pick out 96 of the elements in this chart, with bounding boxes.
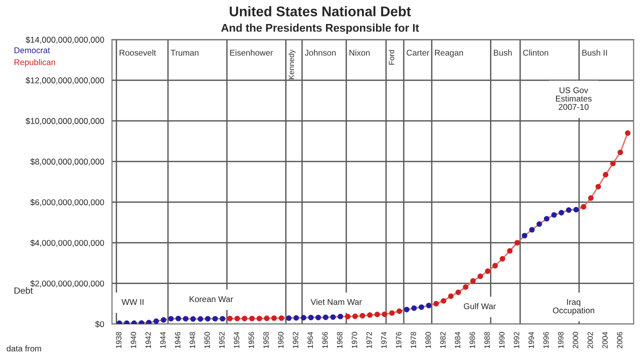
annotation: Viet Nam War	[310, 298, 362, 305]
point	[278, 315, 284, 321]
point	[426, 302, 432, 308]
point	[300, 314, 306, 320]
point	[595, 184, 602, 190]
point	[374, 312, 380, 318]
y-tick-label: $0	[95, 320, 104, 328]
point	[618, 150, 624, 156]
point	[602, 172, 608, 178]
text: data from	[6, 345, 42, 352]
point	[264, 316, 270, 322]
point	[566, 207, 572, 213]
point	[448, 293, 454, 299]
point	[507, 248, 513, 254]
y-tick-label: $2,000,000,000,000	[30, 280, 104, 288]
point	[484, 268, 491, 274]
point	[455, 290, 462, 296]
ref-line-label: Johnson	[304, 50, 336, 56]
point	[551, 212, 557, 218]
point	[322, 314, 328, 320]
point	[573, 206, 579, 212]
point	[190, 316, 196, 322]
ref-line-label: Nixon	[350, 50, 370, 56]
y-tick-label: $14,000,000,000,000	[26, 36, 104, 44]
point	[418, 304, 424, 310]
point	[440, 298, 446, 304]
point	[204, 316, 211, 322]
point	[558, 210, 564, 216]
point	[168, 316, 174, 322]
point	[330, 314, 336, 320]
y-tick-label: $6,000,000,000,000	[30, 198, 104, 206]
point	[396, 308, 402, 314]
point	[234, 316, 240, 322]
point	[389, 310, 395, 316]
point	[367, 312, 373, 318]
point	[478, 273, 484, 280]
point	[160, 317, 166, 323]
point	[212, 316, 218, 322]
point	[344, 314, 351, 320]
text: Democrat	[14, 47, 50, 54]
point	[500, 256, 506, 262]
point	[308, 314, 314, 320]
point	[338, 314, 344, 320]
point	[286, 315, 292, 321]
point	[220, 316, 226, 322]
point	[198, 316, 204, 322]
ref-line-label: Truman	[170, 50, 198, 56]
y-tick-label: $4,000,000,000,000	[30, 240, 104, 247]
ref-line-label: Bush	[494, 50, 512, 56]
chart-title: United States National Debt	[230, 6, 411, 16]
y-tick-label: $12,000,000,000,000	[26, 77, 104, 84]
annotation: WW II	[122, 299, 144, 305]
point	[382, 311, 388, 318]
point	[242, 316, 248, 322]
point	[360, 312, 366, 318]
point	[249, 316, 255, 322]
ref-line-label: Bush II	[582, 50, 607, 56]
point	[404, 306, 410, 312]
chart-subtitle: And the Presidents Responsible for It	[221, 24, 419, 34]
point	[316, 314, 322, 320]
annotation: Korean War	[190, 296, 234, 302]
point	[256, 316, 262, 322]
point	[610, 160, 616, 166]
point	[293, 315, 299, 321]
point	[514, 240, 520, 246]
point	[492, 262, 498, 268]
point	[176, 316, 182, 322]
y-tick-label: $10,000,000,000,000	[26, 118, 104, 125]
annotation: Iraq Occupation	[552, 299, 594, 316]
point	[522, 232, 528, 238]
ref-line-label: Clinton	[523, 50, 548, 56]
point	[529, 226, 535, 233]
point	[411, 305, 417, 311]
point	[352, 314, 358, 320]
point	[153, 318, 159, 324]
text: Republican	[14, 59, 56, 67]
point	[588, 195, 594, 201]
point	[227, 316, 233, 322]
point	[182, 316, 188, 322]
ref-line-label: Roosevelt	[120, 50, 156, 56]
annotation: US Gov Estimates 2007-10	[556, 87, 592, 110]
point	[462, 284, 468, 290]
y-axis-title: Debt	[14, 287, 33, 294]
point	[433, 300, 439, 306]
point	[580, 204, 586, 210]
point	[146, 320, 152, 324]
annotation: Gulf War	[464, 303, 496, 310]
point	[624, 130, 630, 136]
ref-line-label: Carter	[406, 50, 430, 56]
point	[470, 278, 476, 284]
ref-line-label: Reagan	[435, 50, 463, 58]
y-tick-label: $8,000,000,000,000	[30, 158, 104, 166]
point	[544, 216, 550, 222]
point	[536, 221, 542, 227]
point	[271, 315, 277, 321]
ref-line-label: Eisenhower	[230, 50, 273, 56]
